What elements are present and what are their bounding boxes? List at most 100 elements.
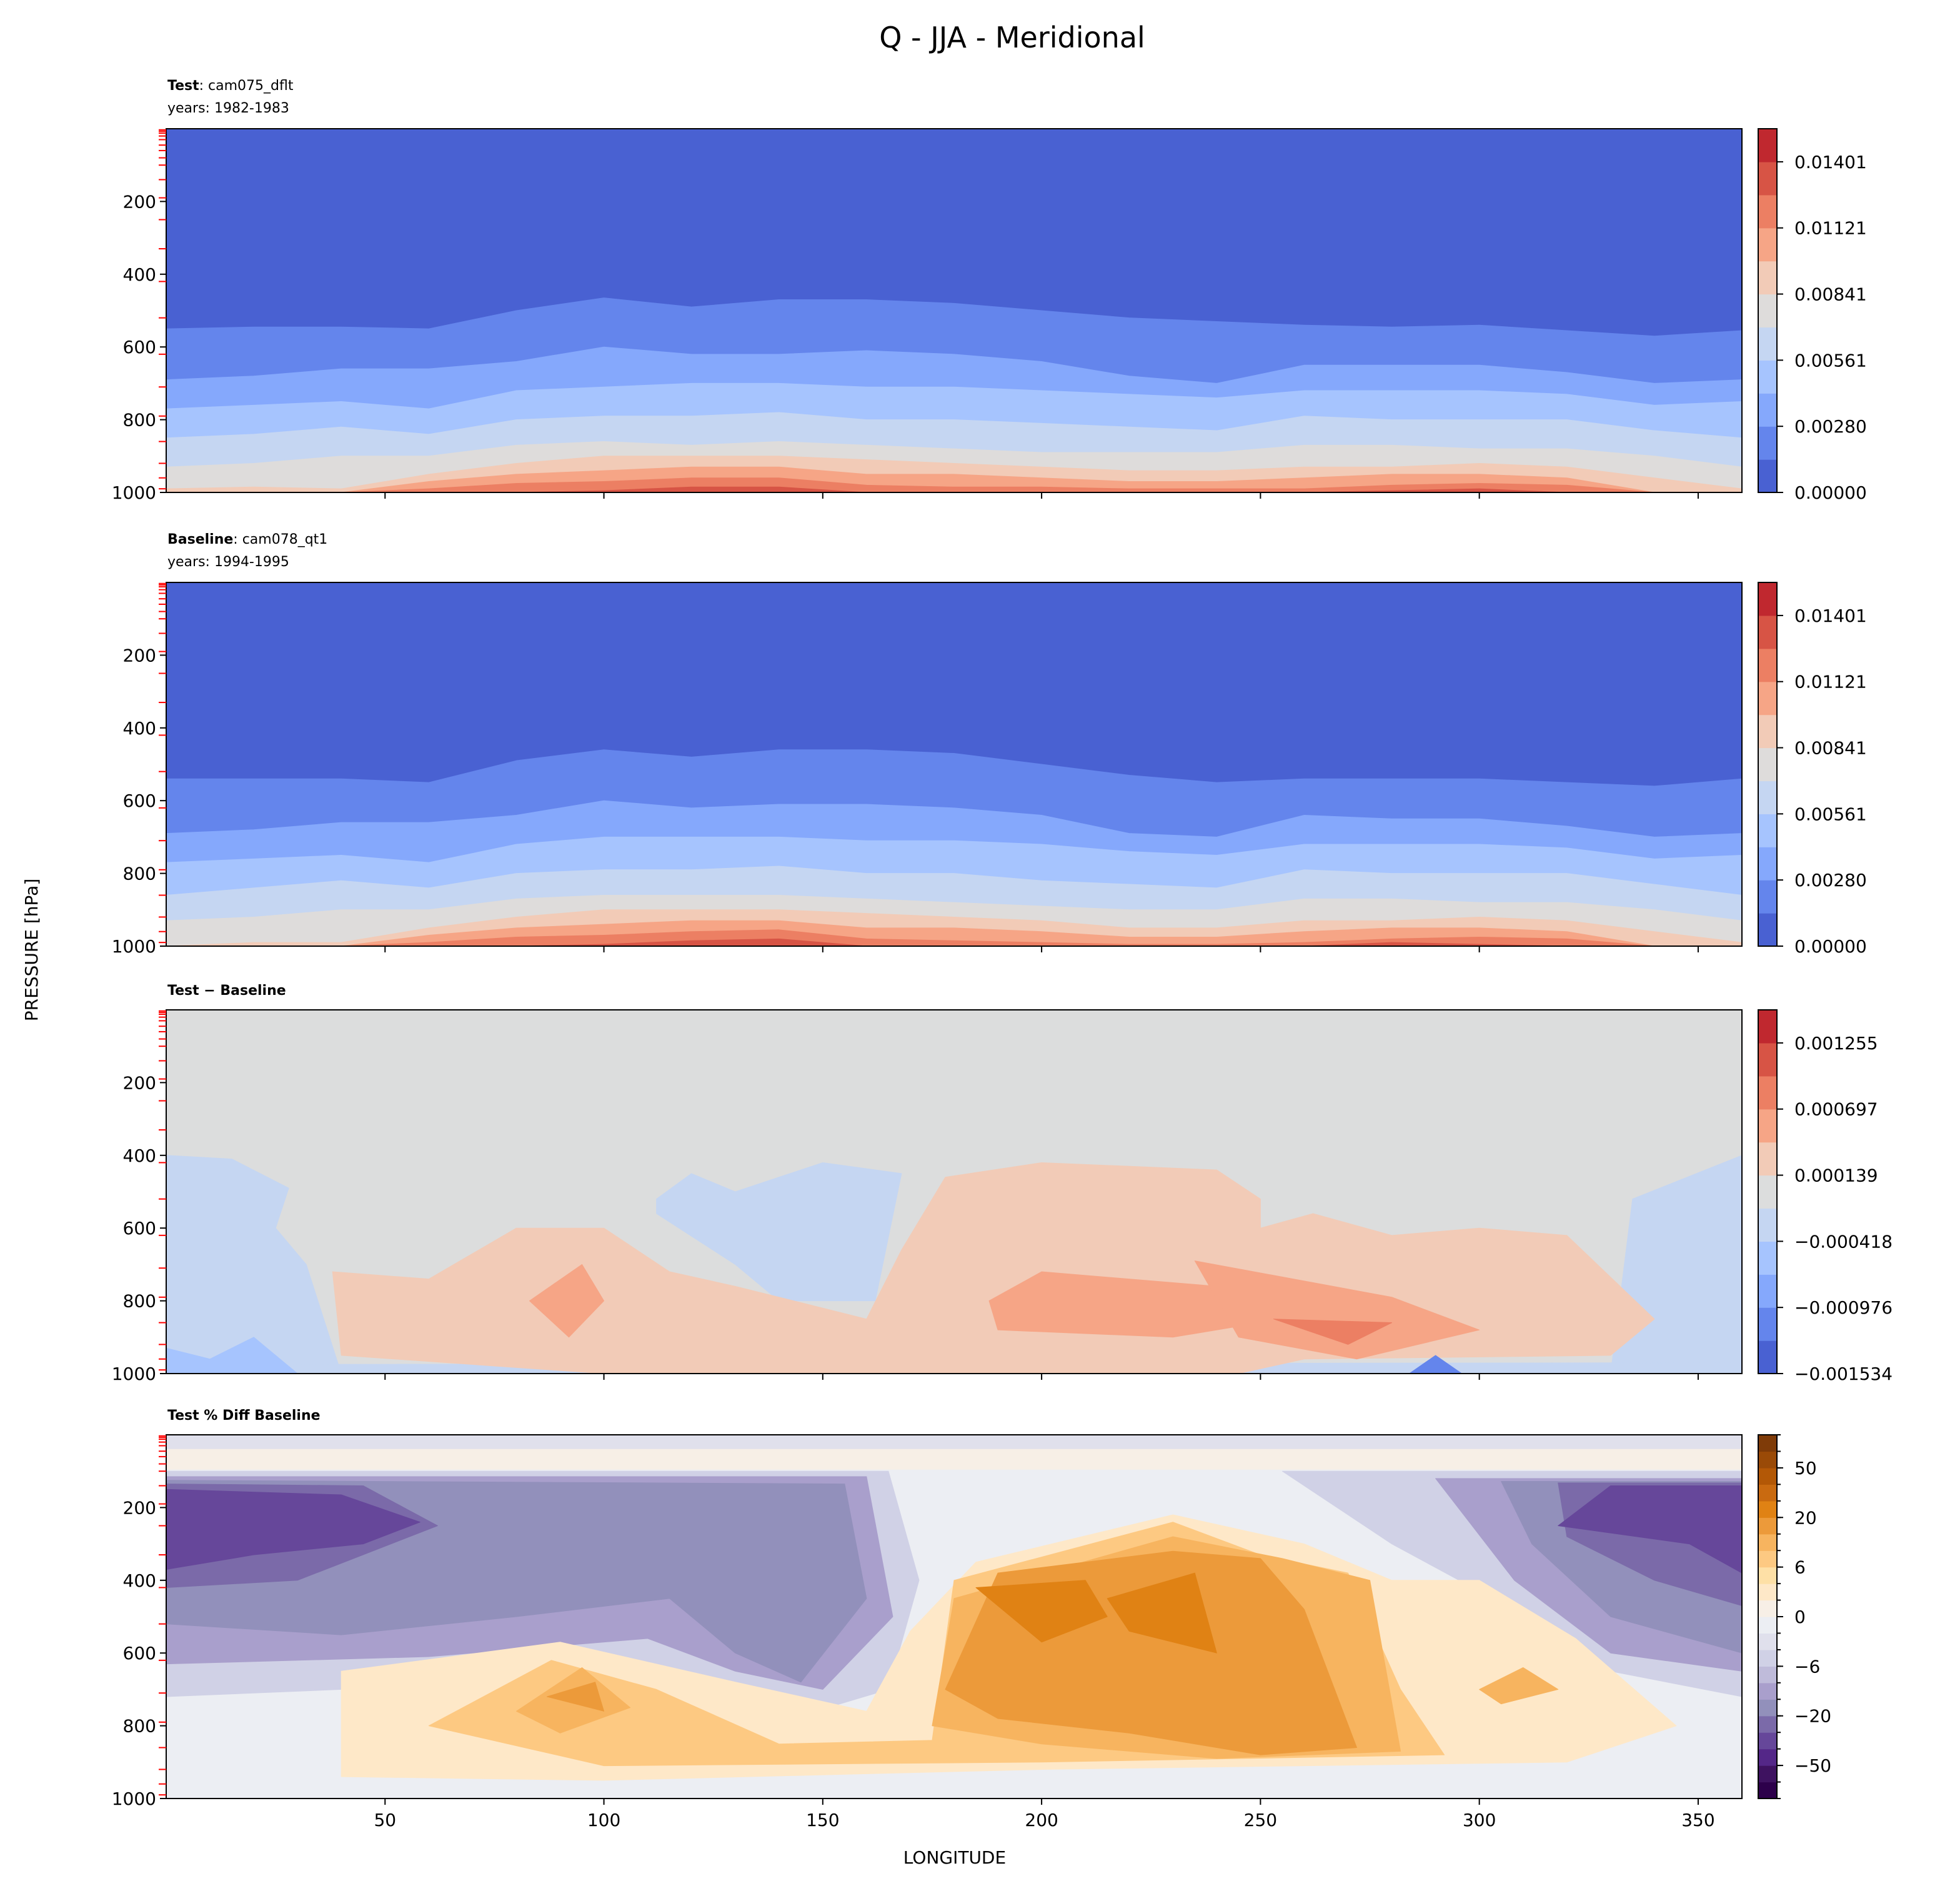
- plot-area: [166, 1435, 1742, 1799]
- colorbar-band: [1758, 1633, 1777, 1650]
- plot-area: [166, 129, 1742, 492]
- colorbar-band: [1758, 1732, 1777, 1750]
- colorbar-tick-label: 0.01401: [1794, 606, 1867, 626]
- colorbar-band: [1758, 1600, 1777, 1617]
- panel-title-bold: Test % Diff Baseline: [167, 1408, 321, 1424]
- panel-title-bold: Test: [167, 78, 199, 94]
- colorbar-tick-label: 0.00280: [1794, 416, 1867, 437]
- colorbar-band: [1758, 1682, 1777, 1700]
- colorbar-tick-label: −6: [1794, 1656, 1820, 1677]
- colorbar-tick-label: 0.000139: [1794, 1165, 1878, 1186]
- colorbar-frame: [1758, 582, 1778, 947]
- colorbar-band: [1758, 1617, 1777, 1634]
- colorbar-tick-label: 0.01401: [1794, 152, 1867, 172]
- colorbar-tick-label: −0.000418: [1794, 1231, 1893, 1252]
- panel-title-case: : cam078_qt1: [233, 532, 327, 547]
- colorbar-tick-label: −0.000976: [1794, 1297, 1893, 1318]
- axes-frame: [166, 582, 1743, 947]
- colorbar-band: [1758, 459, 1777, 493]
- colorbar-band: [1758, 1175, 1777, 1209]
- colorbar-band: [1758, 327, 1777, 361]
- colorbar-frame: [1758, 128, 1778, 493]
- y-tick-label: 1000: [112, 1364, 156, 1384]
- contour-region-0: [166, 1155, 342, 1374]
- colorbar-band: [1758, 1451, 1777, 1469]
- x-tick-label: 100: [587, 1810, 620, 1830]
- colorbar-band: [1758, 1500, 1777, 1518]
- colorbar-band: [1758, 814, 1777, 847]
- colorbar-band: [1758, 582, 1777, 616]
- colorbar-tick-label: 20: [1794, 1507, 1817, 1528]
- colorbar-band: [1758, 1467, 1777, 1485]
- axes-frame: [166, 1009, 1743, 1374]
- x-tick-label: 250: [1244, 1810, 1277, 1830]
- panel-difference: 200 400 600 800 1000 Test − Baseline −0.001534…: [112, 983, 1893, 1384]
- colorbar-band: [1758, 393, 1777, 427]
- colorbar-band: [1758, 1699, 1777, 1717]
- y-tick-label: 800: [123, 410, 156, 431]
- contour-level-7: [166, 929, 1742, 946]
- colorbar-band: [1758, 1517, 1777, 1535]
- colorbar-band: [1758, 1567, 1777, 1584]
- x-tick-label: 50: [374, 1810, 396, 1830]
- colorbar-band: [1758, 781, 1777, 814]
- y-tick-label: 400: [123, 264, 156, 285]
- colorbar-band: [1758, 1307, 1777, 1341]
- y-tick-label: 200: [123, 1497, 156, 1518]
- colorbar-band: [1758, 1749, 1777, 1766]
- colorbar-band: [1758, 194, 1777, 229]
- colorbar-band: [1758, 880, 1777, 914]
- contour-region-1: [166, 1449, 1742, 1470]
- panel-title: Test % Diff Baseline: [167, 1408, 321, 1424]
- contour-region-9: [1273, 1319, 1393, 1345]
- colorbar-band: [1758, 261, 1777, 295]
- colorbar-band: [1758, 294, 1777, 328]
- contour-region-11: [1558, 1485, 1742, 1574]
- colorbar-band: [1758, 1010, 1777, 1044]
- colorbar-band: [1758, 129, 1777, 162]
- contour-region-10: [1409, 1355, 1463, 1374]
- colorbar-band: [1758, 161, 1777, 196]
- contour-region-6: [529, 1264, 605, 1338]
- colorbar-band: [1758, 913, 1777, 947]
- colorbar-band: [1758, 1715, 1777, 1733]
- panel-title: Test − Baseline: [167, 983, 286, 999]
- y-tick-label: 800: [123, 864, 156, 884]
- colorbar-tick-label: −20: [1794, 1706, 1831, 1727]
- colorbar-band: [1758, 1075, 1777, 1110]
- colorbar-band: [1758, 648, 1777, 682]
- colorbar-tick-label: −0.001534: [1794, 1364, 1893, 1384]
- panel-title: Baseline: cam078_qt1: [167, 532, 327, 547]
- colorbar-band: [1758, 1666, 1777, 1684]
- colorbar-tick-label: 0.00841: [1794, 738, 1867, 759]
- colorbar-band: [1758, 1782, 1777, 1799]
- contour-region-6: [166, 1489, 420, 1570]
- colorbar-tick-label: 0.01121: [1794, 672, 1867, 692]
- colorbar: −0.001534 −0.000976 −0.000418 0.000139 0.000…: [1758, 1009, 1893, 1384]
- colorbar-tick-label: −50: [1794, 1755, 1831, 1776]
- axes-frame: [166, 128, 1743, 493]
- colorbar-tick-label: 50: [1794, 1458, 1817, 1479]
- contour-region-16: [975, 1580, 1108, 1643]
- colorbar-tick-label: 0.00000: [1794, 936, 1867, 957]
- contour-level-7: [166, 477, 1742, 492]
- y-tick-label: 400: [123, 1145, 156, 1166]
- colorbar-tick-label: 0.001255: [1794, 1033, 1878, 1054]
- axes-frame: [166, 1434, 1743, 1799]
- colorbar-band: [1758, 847, 1777, 881]
- colorbar-band: [1758, 681, 1777, 716]
- panel-title-bold: Test − Baseline: [167, 983, 286, 999]
- colorbar-tick-label: 0: [1794, 1607, 1806, 1627]
- y-tick-label: 600: [123, 791, 156, 811]
- y-tick-label: 600: [123, 1218, 156, 1239]
- y-tick-label: 200: [123, 191, 156, 212]
- contour-region-0: [166, 1435, 1742, 1450]
- contour-region-20: [1479, 1667, 1559, 1705]
- plot-area: [166, 1010, 1742, 1374]
- x-axis-label: LONGITUDE: [903, 1847, 1006, 1868]
- colorbar-tick-label: 0.00561: [1794, 804, 1867, 824]
- y-tick-label: 800: [123, 1291, 156, 1312]
- y-tick-label: 600: [123, 1643, 156, 1664]
- colorbar-band: [1758, 1109, 1777, 1143]
